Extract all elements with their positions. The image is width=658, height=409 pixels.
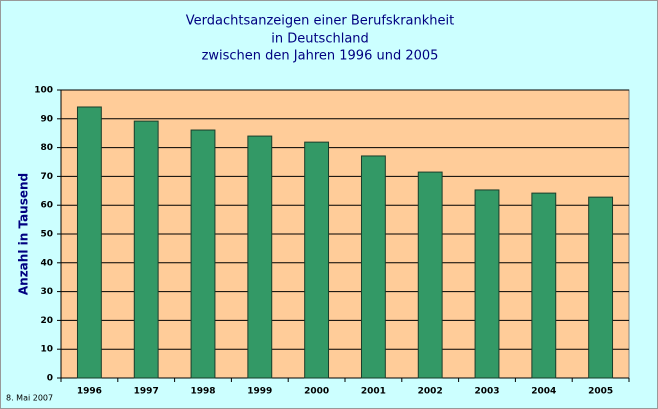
y-tick-label: 50: [40, 230, 53, 240]
x-tick-label: 2000: [304, 387, 329, 397]
y-axis-label: Anzahl in Tausend: [17, 173, 31, 295]
bar: [133, 120, 159, 379]
bar: [76, 106, 102, 379]
x-tick-label: 1997: [134, 387, 159, 397]
x-tick-label: 2002: [418, 387, 443, 397]
y-tick-label: 90: [40, 114, 53, 124]
x-tick-label: 2004: [531, 387, 556, 397]
x-tick-label: 2003: [474, 387, 499, 397]
bar: [190, 129, 216, 379]
y-tick-label: 30: [40, 287, 53, 297]
bar: [588, 196, 614, 379]
y-tick-label: 80: [40, 143, 53, 153]
bar: [247, 135, 273, 379]
x-tick-label: 1996: [77, 387, 102, 397]
bar: [531, 192, 557, 379]
x-tick-label: 2005: [588, 387, 613, 397]
chart-title: in Deutschland: [271, 32, 369, 47]
chart-title: zwischen den Jahren 1996 und 2005: [202, 49, 439, 64]
x-tick-label: 1998: [190, 387, 215, 397]
bar: [304, 141, 330, 379]
y-tick-label: 20: [40, 316, 53, 326]
y-tick-label: 70: [40, 172, 53, 182]
chart-title: Verdachtsanzeigen einer Berufskrankheit: [186, 14, 454, 29]
bar: [474, 189, 500, 379]
y-tick-label: 40: [40, 258, 53, 268]
y-tick-label: 60: [40, 201, 53, 211]
bar: [417, 171, 443, 379]
y-tick-label: 100: [34, 86, 53, 96]
y-tick-label: 0: [47, 374, 53, 384]
footnote: 8. Mai 2007: [6, 394, 53, 403]
x-tick-label: 1999: [247, 387, 272, 397]
y-tick-label: 10: [40, 345, 53, 355]
x-tick-label: 2001: [361, 387, 386, 397]
bar: [360, 155, 386, 379]
